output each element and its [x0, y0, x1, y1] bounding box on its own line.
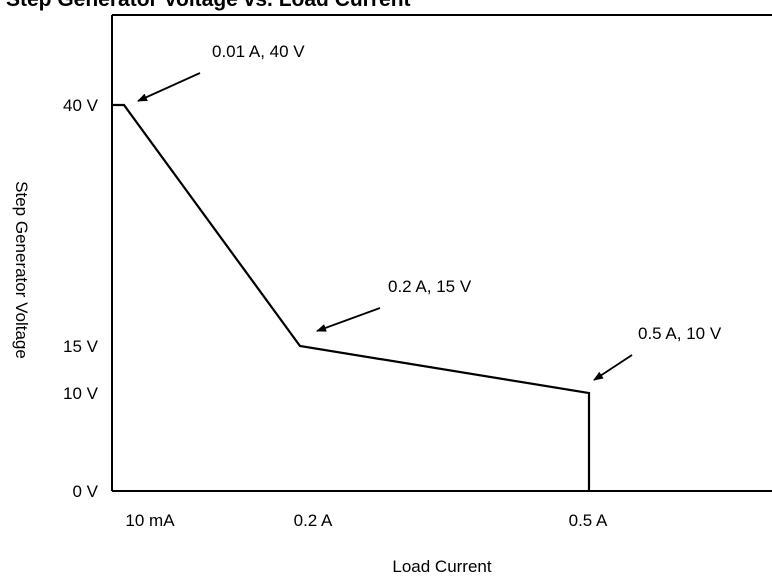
annotation-arrow-0	[137, 72, 201, 102]
x-axis-label: Load Current	[392, 557, 492, 576]
y-tick-label-40: 40 V	[63, 96, 99, 115]
chart-title: Step Generator Voltage vs. Load Current	[6, 0, 411, 11]
y-tick-label-0: 0 V	[72, 482, 98, 501]
x-tick-label-0-2a: 0.2 A	[294, 511, 333, 530]
x-tick-label-10ma: 10 mA	[125, 511, 175, 530]
y-tick-label-15: 15 V	[63, 337, 99, 356]
y-tick-label-10: 10 V	[63, 384, 99, 403]
annotation-arrow-1	[316, 307, 381, 332]
annotation-label-0: 0.01 A, 40 V	[212, 42, 305, 61]
annotation-label-1: 0.2 A, 15 V	[388, 277, 472, 296]
annotation-arrow-2	[593, 354, 633, 381]
y-axis-label: Step Generator Voltage	[12, 181, 31, 359]
x-tick-label-0-5a: 0.5 A	[569, 511, 608, 530]
annotation-label-2: 0.5 A, 10 V	[638, 324, 722, 343]
series-line	[112, 103, 591, 491]
